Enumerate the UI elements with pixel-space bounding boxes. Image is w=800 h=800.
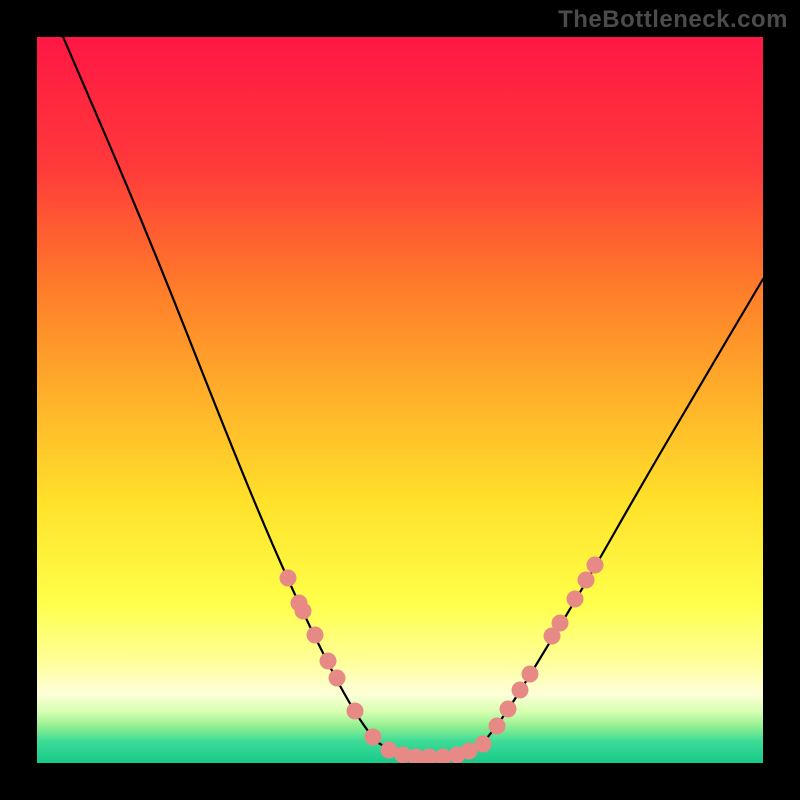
- marker-dot: [489, 718, 506, 735]
- marker-dot: [552, 615, 569, 632]
- marker-dot: [347, 703, 364, 720]
- marker-dot: [512, 682, 529, 699]
- marker-dot: [522, 666, 539, 683]
- chart-container: TheBottleneck.com: [0, 0, 800, 800]
- marker-dot: [587, 557, 604, 574]
- plot-area: [37, 37, 763, 763]
- marker-dot: [365, 729, 382, 746]
- marker-dot: [280, 570, 297, 587]
- marker-dot: [307, 627, 324, 644]
- marker-dot: [329, 670, 346, 687]
- marker-dot: [578, 572, 595, 589]
- gradient-background: [37, 37, 763, 763]
- marker-dot: [475, 736, 492, 753]
- marker-dot: [500, 701, 517, 718]
- chart-svg: [37, 37, 763, 763]
- watermark-text: TheBottleneck.com: [558, 6, 788, 34]
- marker-dot: [567, 591, 584, 608]
- marker-dot: [295, 603, 312, 620]
- marker-dot: [320, 653, 337, 670]
